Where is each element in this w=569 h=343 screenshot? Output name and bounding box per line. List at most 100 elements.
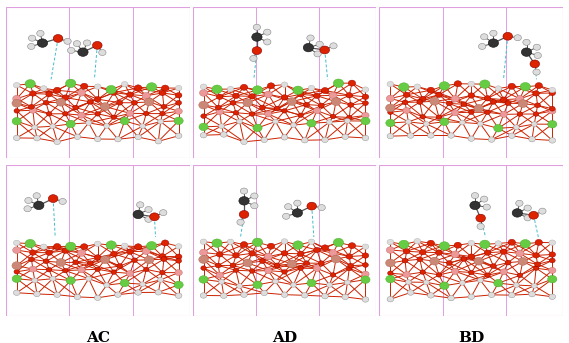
Circle shape [175, 244, 182, 249]
Circle shape [534, 52, 542, 59]
Circle shape [155, 289, 162, 295]
Text: AB: AB [85, 173, 110, 187]
Circle shape [227, 86, 234, 92]
Circle shape [402, 100, 408, 105]
Circle shape [59, 198, 67, 204]
Circle shape [161, 257, 167, 262]
Circle shape [291, 123, 296, 128]
Circle shape [143, 267, 149, 272]
Circle shape [62, 248, 69, 253]
Circle shape [436, 273, 442, 277]
Circle shape [342, 134, 349, 140]
Circle shape [95, 267, 101, 272]
Circle shape [362, 135, 369, 141]
Circle shape [50, 124, 56, 129]
Text: AC: AC [86, 331, 110, 343]
Circle shape [535, 83, 542, 88]
Circle shape [386, 259, 395, 267]
Circle shape [548, 120, 557, 128]
Circle shape [480, 80, 490, 88]
Circle shape [261, 290, 267, 296]
Circle shape [127, 92, 133, 97]
Circle shape [86, 276, 92, 281]
Circle shape [495, 241, 502, 246]
Circle shape [320, 46, 329, 54]
Circle shape [282, 270, 287, 274]
Circle shape [53, 244, 61, 249]
Circle shape [314, 93, 320, 98]
Circle shape [298, 113, 303, 118]
Circle shape [347, 115, 352, 120]
Circle shape [200, 293, 207, 298]
Circle shape [95, 111, 101, 116]
Circle shape [470, 201, 480, 210]
Circle shape [524, 205, 531, 211]
Circle shape [535, 239, 542, 246]
Circle shape [241, 139, 248, 144]
Circle shape [308, 85, 315, 91]
Circle shape [479, 44, 486, 49]
Circle shape [48, 195, 58, 202]
Circle shape [318, 103, 324, 108]
Circle shape [446, 101, 452, 106]
Circle shape [548, 275, 557, 283]
Circle shape [251, 33, 262, 41]
Circle shape [233, 110, 238, 115]
Circle shape [134, 85, 142, 91]
Circle shape [533, 253, 539, 258]
Circle shape [216, 252, 223, 257]
Circle shape [403, 249, 410, 254]
Circle shape [468, 270, 474, 275]
Circle shape [40, 244, 47, 249]
Circle shape [216, 109, 224, 115]
Circle shape [436, 115, 442, 119]
Circle shape [12, 99, 22, 107]
Circle shape [28, 35, 36, 41]
Circle shape [117, 100, 123, 105]
Circle shape [281, 82, 288, 87]
Circle shape [494, 125, 503, 132]
Circle shape [440, 118, 449, 126]
Circle shape [80, 83, 88, 89]
Circle shape [175, 108, 182, 114]
Circle shape [200, 239, 207, 245]
Circle shape [281, 250, 288, 256]
Circle shape [549, 240, 555, 245]
Circle shape [427, 293, 434, 298]
Circle shape [344, 118, 351, 123]
Circle shape [110, 90, 117, 95]
Circle shape [294, 200, 301, 206]
Circle shape [200, 132, 207, 138]
Circle shape [436, 250, 442, 255]
Circle shape [274, 263, 280, 268]
Circle shape [37, 31, 44, 36]
Circle shape [126, 110, 134, 116]
Circle shape [531, 122, 537, 127]
Circle shape [50, 276, 56, 281]
Circle shape [159, 253, 166, 259]
Circle shape [25, 198, 32, 203]
Circle shape [77, 250, 85, 256]
Circle shape [386, 104, 395, 112]
Circle shape [155, 139, 162, 144]
Circle shape [13, 247, 21, 253]
Circle shape [46, 250, 52, 256]
Circle shape [34, 135, 40, 141]
Circle shape [436, 92, 442, 97]
Circle shape [454, 242, 461, 248]
Circle shape [448, 295, 455, 301]
Circle shape [327, 120, 332, 125]
Circle shape [508, 83, 516, 89]
Circle shape [302, 293, 308, 298]
Circle shape [362, 271, 369, 277]
Circle shape [175, 133, 182, 139]
Circle shape [419, 96, 426, 102]
Circle shape [518, 258, 527, 265]
Circle shape [64, 38, 71, 44]
Circle shape [78, 48, 88, 56]
Circle shape [468, 294, 475, 299]
Circle shape [220, 132, 227, 137]
Circle shape [160, 270, 165, 275]
Circle shape [259, 105, 265, 110]
Circle shape [175, 254, 182, 259]
